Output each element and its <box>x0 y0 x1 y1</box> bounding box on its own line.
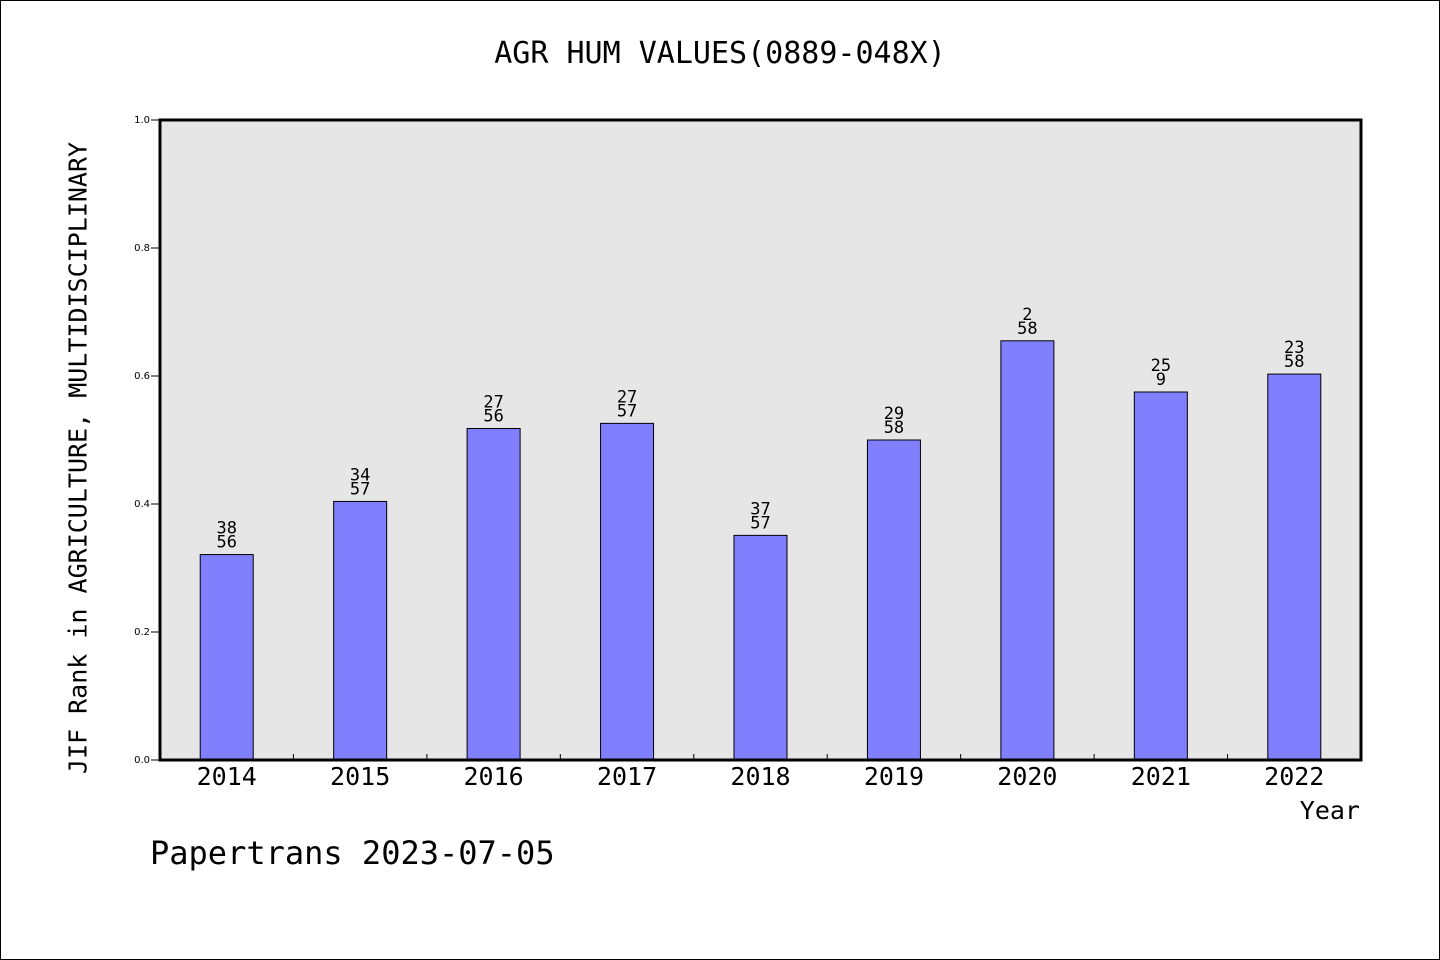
bar-label-total-2015: 57 <box>350 479 370 499</box>
bar-label-rank-2016: 27 <box>483 392 503 412</box>
bar-label-rank-2015: 34 <box>350 465 370 485</box>
bar-label-total-2022: 58 <box>1284 352 1304 372</box>
bar-label-total-2019: 58 <box>884 418 904 438</box>
x-tick-label-2016: 2016 <box>464 762 524 791</box>
x-tick-label-2018: 2018 <box>730 762 790 791</box>
bar-label-rank-2021: 25 <box>1151 356 1171 376</box>
bar-label-rank-2022: 23 <box>1284 338 1304 358</box>
x-tick-label-2020: 2020 <box>997 762 1057 791</box>
x-tick-label-2019: 2019 <box>864 762 924 791</box>
y-tick-label: 0.0 <box>134 755 150 766</box>
bar-label-rank-2020: 2 <box>1022 305 1032 325</box>
bar-label-total-2014: 56 <box>216 533 236 553</box>
chart-title: AGR HUM VALUES(0889-048X) <box>494 36 946 71</box>
bar-label-total-2021: 9 <box>1156 370 1166 390</box>
x-tick-label-2022: 2022 <box>1264 762 1324 791</box>
bar-label-total-2020: 58 <box>1017 319 1037 339</box>
bar-label-total-2016: 56 <box>483 406 503 426</box>
y-tick-label: 0.6 <box>134 371 150 382</box>
y-tick-label: 0.2 <box>134 627 150 638</box>
x-tick-label-2015: 2015 <box>330 762 390 791</box>
bar-label-rank-2014: 38 <box>216 519 236 539</box>
bar-label-total-2018: 57 <box>750 513 770 533</box>
bar-label-rank-2019: 29 <box>884 404 904 424</box>
bar-2015 <box>333 500 388 761</box>
bar-label-rank-2017: 27 <box>617 387 637 407</box>
bar-2018 <box>733 534 788 761</box>
bar-label-total-2017: 57 <box>617 401 637 421</box>
bar-2022 <box>1267 373 1322 761</box>
x-tick-label-2017: 2017 <box>597 762 657 791</box>
x-tick-label-2021: 2021 <box>1131 762 1191 791</box>
bar-2020 <box>1000 340 1055 761</box>
footer-note: Papertrans 2023-07-05 <box>150 834 555 872</box>
bar-2016 <box>466 427 521 761</box>
bar-label-rank-2018: 37 <box>750 499 770 519</box>
x-tick-label-2014: 2014 <box>197 762 257 791</box>
y-tick-label: 0.8 <box>134 243 150 254</box>
plot-border <box>158 118 1363 762</box>
bar-2021 <box>1133 391 1188 761</box>
x-axis-label: Year <box>1299 796 1360 825</box>
bar-2019 <box>866 439 921 761</box>
bar-2017 <box>600 422 655 761</box>
y-tick-label: 0.4 <box>134 499 150 510</box>
y-tick-label: 1.0 <box>134 115 150 126</box>
bar-2014 <box>199 554 254 761</box>
